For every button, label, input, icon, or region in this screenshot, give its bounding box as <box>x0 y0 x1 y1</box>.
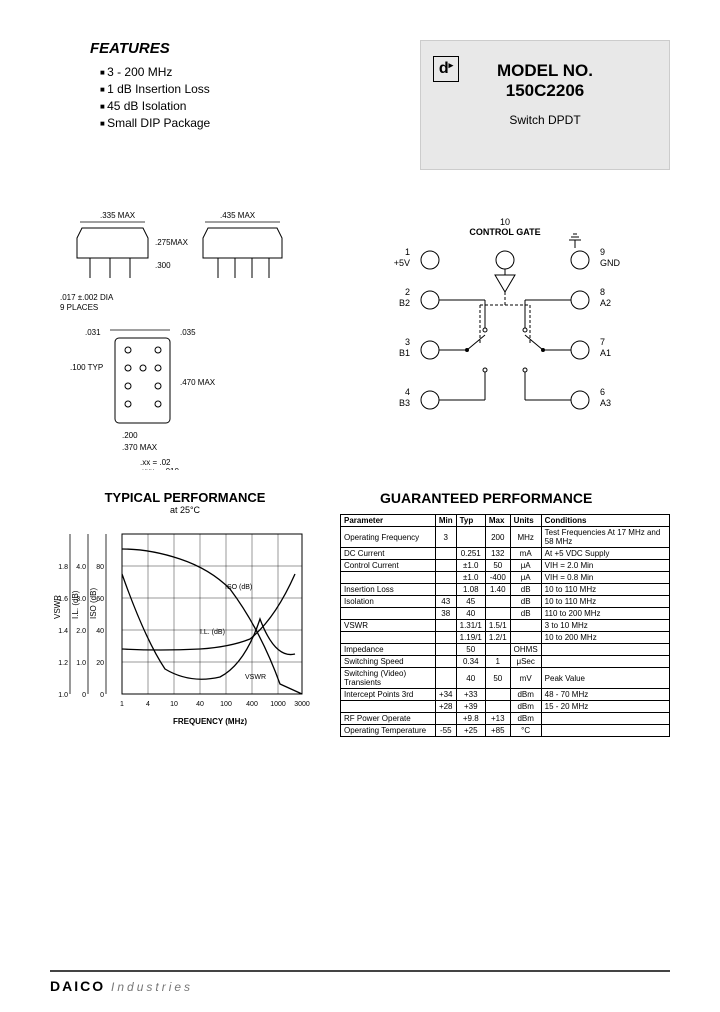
svg-text:I.L. (dB): I.L. (dB) <box>71 590 80 619</box>
svg-text:4.0: 4.0 <box>76 564 86 571</box>
bottom-row: TYPICAL PERFORMANCE at 25°C VSWR I.L. (d… <box>50 490 670 744</box>
feature-item: 1 dB Insertion Loss <box>100 82 400 96</box>
features-block: FEATURES 3 - 200 MHz 1 dB Insertion Loss 4… <box>50 40 400 170</box>
svg-text:60: 60 <box>96 596 104 603</box>
svg-text:.017 ±.002 DIA: .017 ±.002 DIA <box>60 293 114 302</box>
pinout-diagram: 10 CONTROL GATE 1 +5V 9 GND 2 B2 <box>375 200 670 470</box>
svg-text:1: 1 <box>120 701 124 708</box>
svg-text:.100 TYP: .100 TYP <box>70 363 103 372</box>
svg-text:.300: .300 <box>155 261 171 270</box>
feature-item: Small DIP Package <box>100 116 400 130</box>
table-title: GUARANTEED PERFORMANCE <box>340 490 670 506</box>
svg-text:A2: A2 <box>600 298 611 308</box>
svg-text:3: 3 <box>405 337 410 347</box>
svg-text:.200: .200 <box>122 431 138 440</box>
svg-text:40: 40 <box>196 701 204 708</box>
svg-text:.370 MAX: .370 MAX <box>122 443 158 452</box>
logo-icon: d▸ <box>433 56 459 82</box>
svg-text:I.L. (dB): I.L. (dB) <box>200 629 225 636</box>
svg-text:A3: A3 <box>600 398 611 408</box>
svg-text:1.6: 1.6 <box>58 596 68 603</box>
svg-text:1.0: 1.0 <box>76 660 86 667</box>
svg-text:10: 10 <box>170 701 178 708</box>
svg-text:CONTROL GATE: CONTROL GATE <box>469 227 540 237</box>
svg-text:1.0: 1.0 <box>58 692 68 699</box>
svg-text:B1: B1 <box>399 348 410 358</box>
svg-text:9 PLACES: 9 PLACES <box>60 303 98 312</box>
svg-text:9: 9 <box>600 247 605 257</box>
features-list: 3 - 200 MHz 1 dB Insertion Loss 45 dB Isol… <box>90 65 400 130</box>
svg-text:7: 7 <box>600 337 605 347</box>
svg-text:B3: B3 <box>399 398 410 408</box>
svg-text:80: 80 <box>96 564 104 571</box>
svg-text:3000: 3000 <box>294 701 310 708</box>
model-subtitle: Switch DPDT <box>431 113 659 127</box>
svg-text:.xx = .02: .xx = .02 <box>140 458 171 467</box>
svg-text:1.4: 1.4 <box>58 628 68 635</box>
svg-text:ISO (dB): ISO (dB) <box>225 584 252 591</box>
svg-text:A1: A1 <box>600 348 611 358</box>
svg-text:1000: 1000 <box>270 701 286 708</box>
model-box: d▸ MODEL NO. 150C2206 Switch DPDT <box>420 40 670 170</box>
feature-item: 45 dB Isolation <box>100 99 400 113</box>
model-label: MODEL NO. <box>431 61 659 81</box>
svg-text:+5V: +5V <box>394 258 410 268</box>
svg-text:.275MAX: .275MAX <box>155 238 189 247</box>
svg-text:6: 6 <box>600 387 605 397</box>
svg-text:.435 MAX: .435 MAX <box>220 211 256 220</box>
svg-text:400: 400 <box>246 701 258 708</box>
chart-title: TYPICAL PERFORMANCE <box>50 490 320 505</box>
mechanical-drawing: .335 MAX .275MAX .300 .435 MAX .017 ±.00… <box>50 200 345 470</box>
performance-chart: TYPICAL PERFORMANCE at 25°C VSWR I.L. (d… <box>50 490 320 744</box>
svg-text:FREQUENCY (MHz): FREQUENCY (MHz) <box>173 717 247 726</box>
svg-text:.035: .035 <box>180 328 196 337</box>
svg-text:ISO (dB): ISO (dB) <box>89 588 98 619</box>
svg-text:0: 0 <box>82 692 86 699</box>
svg-text:GND: GND <box>600 258 621 268</box>
svg-text:0: 0 <box>100 692 104 699</box>
svg-text:1.8: 1.8 <box>58 564 68 571</box>
footer-industries: Industries <box>111 980 193 994</box>
svg-text:40: 40 <box>96 628 104 635</box>
header-row: FEATURES 3 - 200 MHz 1 dB Insertion Loss 4… <box>50 40 670 170</box>
svg-text:8: 8 <box>600 287 605 297</box>
svg-text:2.0: 2.0 <box>76 628 86 635</box>
model-number: 150C2206 <box>431 81 659 101</box>
footer: DAICO Industries <box>50 970 670 994</box>
svg-text:.031: .031 <box>85 328 101 337</box>
feature-item: 3 - 200 MHz <box>100 65 400 79</box>
features-title: FEATURES <box>90 40 400 57</box>
svg-text:10: 10 <box>500 217 510 227</box>
performance-table: ParameterMinTypMaxUnitsConditionsOperati… <box>340 514 670 737</box>
svg-text:1.2: 1.2 <box>58 660 68 667</box>
svg-text:B2: B2 <box>399 298 410 308</box>
svg-text:.335 MAX: .335 MAX <box>100 211 136 220</box>
diagrams-row: .335 MAX .275MAX .300 .435 MAX .017 ±.00… <box>50 200 670 470</box>
footer-brand: DAICO <box>50 978 105 994</box>
svg-text:.xxx = .010: .xxx = .010 <box>140 467 179 470</box>
svg-text:2: 2 <box>405 287 410 297</box>
svg-text:VSWR: VSWR <box>245 674 266 681</box>
svg-text:1: 1 <box>405 247 410 257</box>
svg-text:3.0: 3.0 <box>76 596 86 603</box>
svg-text:20: 20 <box>96 660 104 667</box>
chart-subtitle: at 25°C <box>50 505 320 515</box>
svg-text:4: 4 <box>146 701 150 708</box>
svg-text:100: 100 <box>220 701 232 708</box>
performance-table-block: GUARANTEED PERFORMANCE ParameterMinTypMa… <box>340 490 670 744</box>
svg-text:4: 4 <box>405 387 410 397</box>
svg-text:.470 MAX: .470 MAX <box>180 378 216 387</box>
